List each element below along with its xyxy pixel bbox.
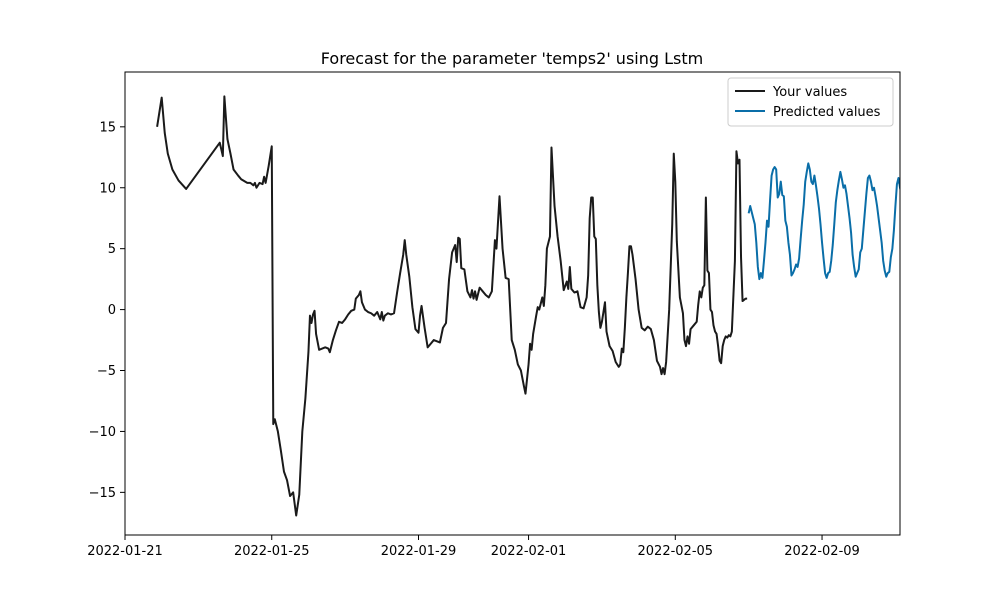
y-tick-label: 15 [99,120,116,135]
x-tick-label: 2022-02-01 [491,544,567,559]
y-tick-label: −10 [89,425,116,440]
y-tick-label: 10 [99,181,116,196]
y-tick-label: 0 [108,303,116,318]
series-line-your-values [156,95,748,517]
plot-frame [124,71,901,536]
series-line-predicted-values [747,162,900,281]
x-tick-label: 2022-01-29 [381,544,457,559]
x-tick-label: 2022-02-09 [784,544,860,559]
chart-title: Forecast for the parameter 'temps2' usin… [321,49,703,68]
legend-label-predicted-values: Predicted values [773,105,881,120]
x-tick-label: 2022-01-21 [87,544,163,559]
y-tick-label: −15 [89,486,116,501]
y-tick-label: −5 [97,364,116,379]
legend-box [727,77,894,127]
y-tick-label: 5 [108,242,116,257]
plot-area [156,95,900,517]
y-axis: 15 10 5 0 −5 −10 −15 [89,120,125,501]
legend: Your values Predicted values [727,77,894,127]
series-layer [156,95,900,517]
legend-label-your-values: Your values [772,85,847,100]
x-tick-label: 2022-01-25 [234,544,310,559]
x-tick-label: 2022-02-05 [638,544,714,559]
x-axis: 2022-01-21 2022-01-25 2022-01-29 2022-02-01… [87,535,860,559]
